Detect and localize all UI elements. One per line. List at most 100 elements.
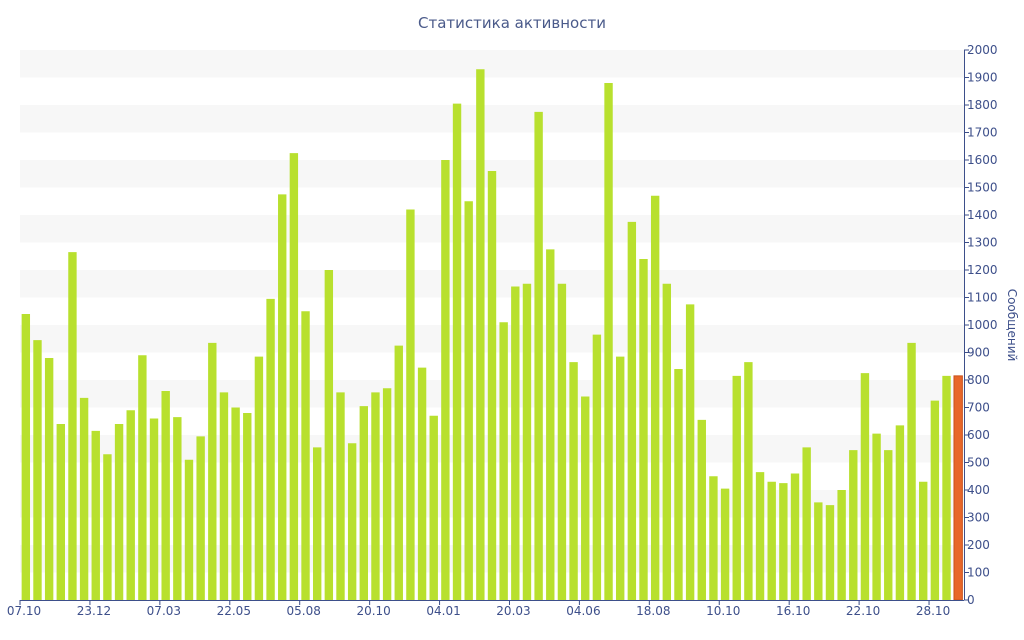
bar xyxy=(849,450,858,600)
y-tick-label: 700 xyxy=(967,401,990,415)
bar xyxy=(872,433,881,600)
x-tick-label: 28.10 xyxy=(916,604,950,618)
y-tick-label: 1200 xyxy=(967,263,998,277)
bar xyxy=(208,342,217,600)
bar xyxy=(767,481,776,600)
bar xyxy=(406,209,415,600)
bar xyxy=(499,322,508,600)
bar xyxy=(662,283,672,600)
y-tick-label: 200 xyxy=(967,538,990,552)
bar xyxy=(324,270,334,600)
bar xyxy=(44,358,54,600)
bar xyxy=(814,502,823,600)
bar xyxy=(336,392,345,600)
y-tick-label: 800 xyxy=(967,373,990,387)
bar xyxy=(732,375,741,600)
x-tick-label: 20.10 xyxy=(356,604,390,618)
bar xyxy=(837,490,846,600)
bar xyxy=(91,430,100,600)
y-tick-label: 1400 xyxy=(967,208,998,222)
bar xyxy=(884,450,893,600)
bar xyxy=(779,483,788,600)
bar xyxy=(685,304,695,600)
bar xyxy=(114,424,124,600)
y-tick-label: 1000 xyxy=(967,318,998,332)
bar xyxy=(231,407,240,600)
y-tick-label: 900 xyxy=(967,346,990,360)
y-tick-label: 1700 xyxy=(967,126,998,140)
bar xyxy=(592,334,602,600)
x-tick-label: 04.01 xyxy=(426,604,460,618)
bar xyxy=(522,283,532,600)
x-tick-label: 05.08 xyxy=(287,604,321,618)
bar xyxy=(720,488,730,600)
chart-title: Статистика активности xyxy=(418,14,606,32)
y-tick-label: 500 xyxy=(967,456,990,470)
bar xyxy=(755,472,765,600)
y-tick-label: 1600 xyxy=(967,153,998,167)
bar xyxy=(278,194,287,600)
y-tick-label: 1900 xyxy=(967,71,998,85)
x-tick-label: 16.10 xyxy=(776,604,810,618)
bar xyxy=(149,418,159,600)
bar xyxy=(266,298,275,600)
bar xyxy=(616,356,625,600)
bar xyxy=(359,406,368,600)
grid-band xyxy=(20,105,964,133)
bar xyxy=(604,83,613,600)
bar xyxy=(534,111,543,600)
x-tick-label: 07.10 xyxy=(7,604,41,618)
y-axis-title: Сообщений xyxy=(1005,289,1019,362)
y-tick-label: 1800 xyxy=(967,98,998,112)
bar xyxy=(569,362,578,600)
bar-highlighted xyxy=(953,375,963,601)
bar xyxy=(21,314,31,600)
bar xyxy=(639,259,648,600)
x-tick-label: 10.10 xyxy=(706,604,740,618)
y-tick-label: 400 xyxy=(967,483,990,497)
bar xyxy=(802,447,811,600)
x-tick-label: 23.12 xyxy=(77,604,111,618)
bar xyxy=(942,375,951,600)
y-tick-label: 2000 xyxy=(967,43,998,57)
y-tick-label: 300 xyxy=(967,511,990,525)
bar xyxy=(511,286,520,600)
bar xyxy=(371,392,380,600)
grid-band xyxy=(20,50,964,78)
y-tick-label: 1300 xyxy=(967,236,998,250)
bar xyxy=(697,419,706,600)
bar xyxy=(825,505,835,600)
bar xyxy=(441,160,450,600)
bar xyxy=(33,340,42,600)
bar xyxy=(860,373,870,600)
bar xyxy=(709,476,718,600)
bar xyxy=(184,459,194,600)
bar xyxy=(790,473,800,600)
y-tick-label: 0 xyxy=(967,593,975,607)
bar xyxy=(546,249,555,600)
bar xyxy=(68,252,77,600)
y-tick-label: 100 xyxy=(967,566,990,580)
bar xyxy=(650,195,660,600)
bar xyxy=(429,415,438,600)
bar xyxy=(452,103,462,600)
bar xyxy=(487,171,497,600)
bar xyxy=(243,413,252,600)
bar xyxy=(301,311,310,600)
bar xyxy=(254,356,264,600)
x-tick-label: 20.03 xyxy=(496,604,530,618)
bar xyxy=(138,355,147,600)
bar xyxy=(196,436,205,600)
x-tick-label: 22.05 xyxy=(217,604,251,618)
bar xyxy=(919,481,928,600)
bar xyxy=(56,424,65,600)
bar xyxy=(581,396,590,600)
y-tick-label: 600 xyxy=(967,428,990,442)
bar xyxy=(476,69,485,600)
bar xyxy=(907,342,916,600)
bar xyxy=(126,410,135,600)
bar xyxy=(173,417,182,600)
bar xyxy=(382,388,392,600)
